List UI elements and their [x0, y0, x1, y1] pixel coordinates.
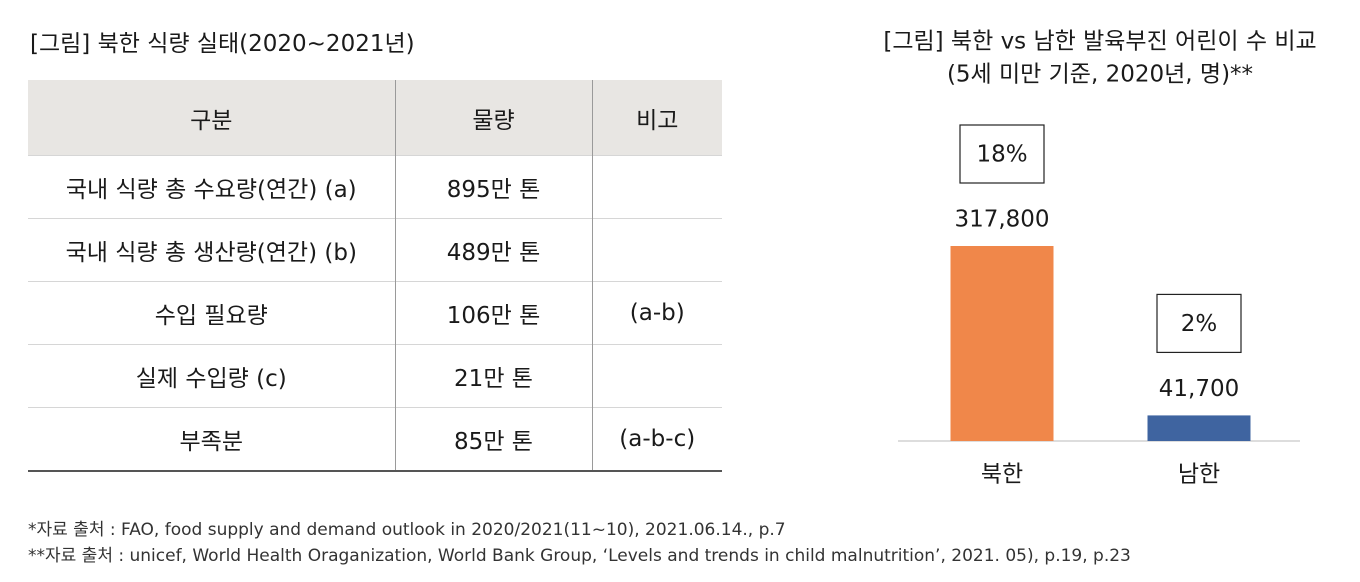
cell: 부족분	[28, 407, 395, 472]
percent-label: 18%	[976, 142, 1027, 168]
x-tick-label: 북한	[981, 462, 1023, 488]
x-tick-label: 남한	[1178, 462, 1220, 488]
cell: 106만 톤	[394, 281, 592, 345]
cell: 실제 수입량 (c)	[28, 344, 395, 408]
cell: 국내 식량 총 수요량(연간) (a)	[28, 155, 395, 219]
percent-box	[959, 124, 1045, 184]
percent-label: 2%	[1181, 311, 1218, 337]
chart-subtitle: (5세 미만 기준, 2020년, 명)**	[947, 62, 1253, 88]
footnote: *자료 출처 : FAO, food supply and demand out…	[28, 520, 786, 540]
row: 부족분 85만 톤 (a-b-c)	[28, 407, 722, 472]
chart: [그림] 북한 vs 남한 발육부진 어린이 수 비교 (5세 미만 기준, 2…	[883, 29, 1316, 488]
cell: 489만 톤	[394, 218, 592, 282]
table-title: [그림] 북한 식량 실태(2020~2021년)	[30, 31, 415, 57]
value-label: 41,700	[1159, 376, 1239, 402]
row: 국내 식량 총 수요량(연간) (a) 895만 톤	[28, 155, 722, 219]
row: 수입 필요량 106만 톤 (a-b)	[28, 281, 722, 345]
cell: 85만 톤	[394, 407, 592, 472]
row: 실제 수입량 (c) 21만 톤	[28, 344, 722, 408]
value-label: 317,800	[954, 207, 1049, 233]
percent-box	[1156, 293, 1242, 354]
cell: 국내 식량 총 생산량(연간) (b)	[28, 218, 395, 282]
cell: 수입 필요량	[28, 281, 395, 345]
cell: 21만 톤	[394, 344, 592, 408]
cell: (a-b)	[591, 281, 722, 345]
header-cell: 물량	[394, 80, 592, 156]
cell: 895만 톤	[394, 155, 592, 219]
cell: (a-b-c)	[591, 407, 722, 472]
row: 국내 식량 총 생산량(연간) (b) 489만 톤	[28, 218, 722, 282]
header-cell: 구분	[28, 80, 395, 156]
cell	[591, 155, 722, 219]
header-row: 구분 물량 비고	[28, 80, 722, 156]
bar	[1147, 415, 1251, 441]
footnote: **자료 출처 : unicef, World Health Oraganiza…	[28, 546, 1131, 566]
chart-title: [그림] 북한 vs 남한 발육부진 어린이 수 비교	[883, 29, 1316, 55]
header-cell: 비고	[591, 80, 722, 156]
table: 구분 물량 비고 국내 식량 총 수요량(연간) (a) 895만 톤 국내 식량…	[28, 80, 722, 472]
cell	[591, 218, 722, 282]
cell	[591, 344, 722, 408]
bar	[950, 246, 1054, 441]
